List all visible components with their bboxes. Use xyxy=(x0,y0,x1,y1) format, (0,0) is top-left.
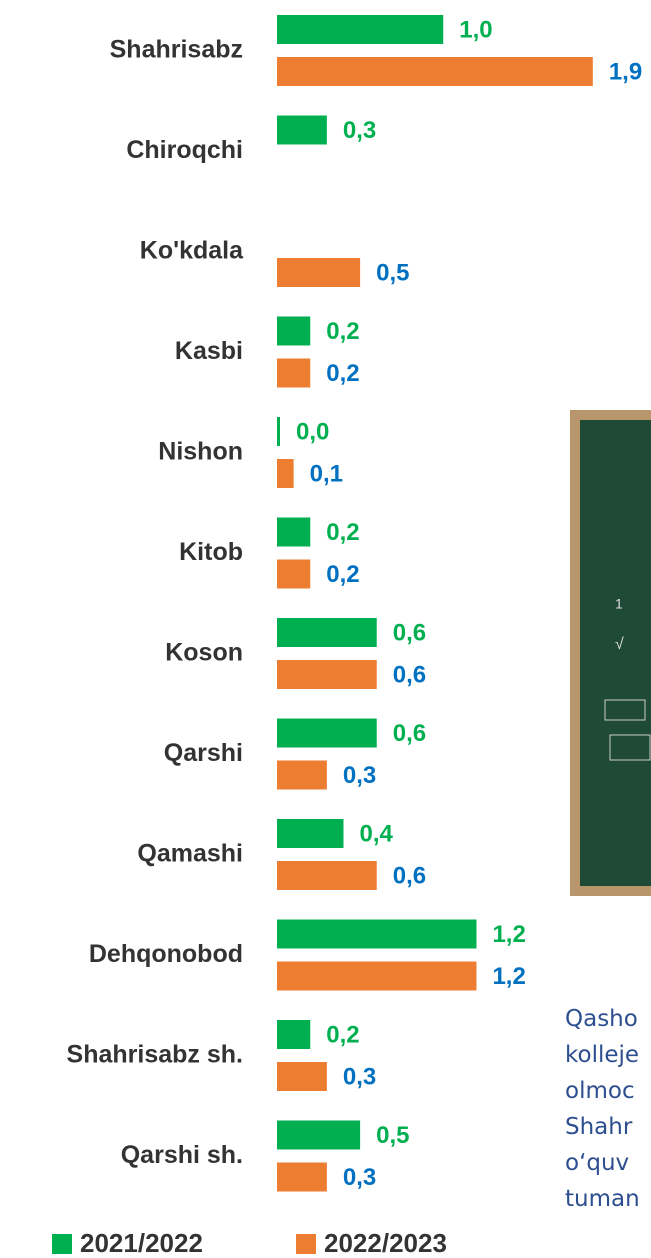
value-label: 1,0 xyxy=(459,16,492,43)
svg-text:1: 1 xyxy=(615,596,623,612)
page: {"chart_data": {"type": "bar", "orientat… xyxy=(0,0,651,1258)
bar xyxy=(277,417,280,446)
legend-swatch xyxy=(52,1234,72,1254)
category-label: Shahrisabz xyxy=(110,36,243,64)
bar xyxy=(277,920,476,949)
side-text-line: Qasho xyxy=(565,1006,638,1032)
legend-label: 2021/2022 xyxy=(80,1228,203,1258)
side-text-line: Shahr xyxy=(565,1114,632,1140)
category-label: Dehqonobod xyxy=(89,940,243,968)
bar xyxy=(277,459,294,488)
side-text-line: tuman xyxy=(565,1186,640,1212)
bar xyxy=(277,1020,310,1049)
bar xyxy=(277,116,327,145)
bar xyxy=(277,359,310,388)
value-label: 1,2 xyxy=(492,921,525,948)
value-label: 1,2 xyxy=(492,963,525,990)
legend-label: 2022/2023 xyxy=(324,1228,447,1258)
legend-swatch xyxy=(296,1234,316,1254)
value-label: 1,9 xyxy=(609,58,642,85)
value-label: 0,5 xyxy=(376,1122,409,1149)
category-label: Koson xyxy=(165,639,243,667)
category-label: Shahrisabz sh. xyxy=(67,1041,243,1069)
value-label: 0,3 xyxy=(343,1063,376,1090)
category-label: Ko'kdala xyxy=(140,237,244,265)
value-label: 0,3 xyxy=(343,762,376,789)
svg-text:√: √ xyxy=(615,636,624,653)
value-label: 0,2 xyxy=(326,1021,359,1048)
bar xyxy=(277,1121,360,1150)
chart: 1 √ Shahrisabz 1,0 1,9 Chiroqchi 0,3 Ko'kdala… xyxy=(0,0,651,1258)
bar xyxy=(277,57,593,86)
bar xyxy=(277,15,443,44)
side-text-line: olmoc xyxy=(565,1078,635,1104)
chalkboard-image: 1 √ xyxy=(570,410,651,896)
value-label: 0,6 xyxy=(393,862,426,889)
value-label: 0,2 xyxy=(326,360,359,387)
bar xyxy=(277,258,360,287)
side-text-line: kolleje xyxy=(565,1042,639,1068)
category-label: Nishon xyxy=(158,438,243,466)
bar xyxy=(277,660,377,689)
value-label: 0,1 xyxy=(310,460,343,487)
bar xyxy=(277,719,377,748)
side-text-line: o‘quv xyxy=(565,1150,629,1176)
bar xyxy=(277,962,476,991)
category-label: Kitob xyxy=(179,538,243,566)
value-label: 0,2 xyxy=(326,318,359,345)
category-label: Qarshi sh. xyxy=(121,1141,243,1169)
value-label: 0,6 xyxy=(393,720,426,747)
category-label: Qamashi xyxy=(137,840,243,868)
value-label: 0,3 xyxy=(343,1164,376,1191)
value-label: 0,6 xyxy=(393,619,426,646)
value-label: 0,5 xyxy=(376,259,409,286)
bar xyxy=(277,317,310,346)
category-label: Chiroqchi xyxy=(126,136,243,164)
bar xyxy=(277,761,327,790)
value-label: 0,2 xyxy=(326,561,359,588)
category-label: Qarshi xyxy=(164,739,243,767)
bar xyxy=(277,1163,327,1192)
value-label: 0,4 xyxy=(359,820,393,847)
value-label: 0,6 xyxy=(393,661,426,688)
bar xyxy=(277,1062,327,1091)
bar xyxy=(277,618,377,647)
value-label: 0,2 xyxy=(326,519,359,546)
value-label: 0,3 xyxy=(343,117,376,144)
bar xyxy=(277,560,310,589)
value-label: 0,0 xyxy=(296,418,329,445)
bar xyxy=(277,518,310,547)
bar xyxy=(277,819,343,848)
category-label: Kasbi xyxy=(175,337,243,365)
bar xyxy=(277,861,377,890)
